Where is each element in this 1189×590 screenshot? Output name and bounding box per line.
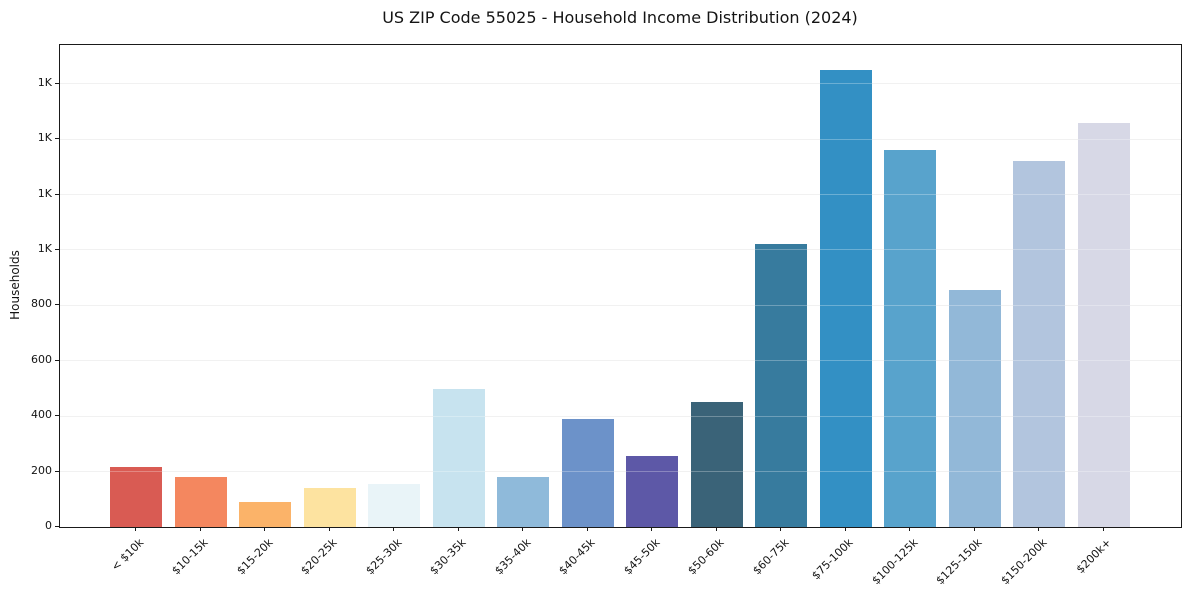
x-tick-mark: [457, 527, 459, 531]
gridline: [60, 138, 1181, 140]
y-tick-label: 1K: [37, 75, 52, 89]
gridline-overlay: [60, 415, 1181, 417]
x-tick-mark: [135, 527, 136, 531]
x-tick-label: $75-100k: [809, 536, 856, 583]
x-tick-label: $150-200k: [998, 536, 1050, 588]
x-tick-label: $100-125k: [869, 536, 921, 588]
x-tick-label: $20-25k: [298, 536, 340, 578]
bar: [561, 418, 614, 527]
bar: [110, 467, 162, 527]
y-tick-mark: [55, 82, 59, 84]
y-tick-mark: [55, 359, 59, 361]
gridline: [60, 249, 1181, 251]
y-tick-label: 1K: [37, 241, 52, 255]
x-tick-mark: [1102, 527, 1104, 531]
bar: [884, 150, 936, 527]
plot-area: [59, 44, 1182, 528]
x-tick-label: $50-60k: [685, 536, 727, 578]
bar: [948, 290, 1001, 527]
x-tick-label: $60-75k: [749, 536, 792, 578]
bar: [819, 69, 872, 527]
x-tick-mark: [328, 527, 330, 531]
gridline-overlay: [60, 249, 1181, 251]
bar: [368, 484, 420, 527]
y-tick-label: 600: [31, 352, 52, 366]
x-tick-mark: [393, 527, 394, 531]
x-tick-mark: [780, 527, 781, 531]
bar: [1077, 122, 1130, 527]
bar: [432, 388, 485, 527]
x-tick-mark: [199, 527, 201, 531]
gridline: [60, 194, 1181, 196]
gridline-overlay: [60, 360, 1181, 362]
y-tick-label: 1K: [37, 186, 52, 200]
x-tick-label: $15-20k: [233, 536, 276, 578]
x-tick-mark: [844, 527, 846, 531]
x-tick-mark: [522, 527, 523, 531]
x-tick-mark: [909, 527, 910, 531]
x-tick-label: $125-150k: [933, 536, 985, 588]
x-tick-mark: [1038, 527, 1039, 531]
x-tick-mark: [973, 527, 975, 531]
y-tick-mark: [55, 248, 59, 250]
y-tick-label: 1K: [37, 131, 52, 145]
x-tick-label: $10-15k: [169, 536, 211, 578]
gridline-overlay: [60, 471, 1181, 473]
x-tick-label: $200k+: [1073, 536, 1114, 577]
y-tick-mark: [55, 526, 59, 527]
bar: [1013, 161, 1065, 527]
y-tick-label: 400: [31, 408, 52, 422]
gridline-overlay: [60, 138, 1181, 140]
x-tick-mark: [586, 527, 588, 531]
bar: [497, 477, 549, 527]
y-tick-label: 200: [31, 463, 52, 477]
x-tick-label: $25-30k: [362, 536, 405, 578]
gridline-overlay: [60, 83, 1181, 85]
gridline-overlay: [60, 304, 1181, 306]
x-tick-label: $40-45k: [556, 536, 598, 578]
x-tick-mark: [651, 527, 652, 531]
gridline: [60, 471, 1181, 473]
y-tick-mark: [55, 193, 59, 195]
y-tick-mark: [55, 415, 59, 417]
chart-title: US ZIP Code 55025 - Household Income Dis…: [382, 8, 858, 27]
bar: [755, 244, 807, 527]
bar: [174, 477, 227, 527]
gridline: [60, 304, 1181, 306]
gridline: [60, 83, 1181, 85]
bar: [239, 502, 291, 527]
gridline: [60, 415, 1181, 417]
x-tick-mark: [715, 527, 717, 531]
bar: [303, 488, 356, 527]
x-tick-label: $45-50k: [620, 536, 663, 578]
y-tick-mark: [55, 138, 59, 140]
y-tick-mark: [55, 304, 59, 306]
gridline-overlay: [60, 194, 1181, 196]
x-tick-label: < $10k: [108, 536, 147, 574]
y-tick-mark: [55, 470, 59, 472]
x-tick-mark: [264, 527, 265, 531]
bar: [690, 402, 743, 527]
gridline: [60, 360, 1181, 362]
x-tick-label: $35-40k: [491, 536, 534, 578]
x-tick-label: $30-35k: [427, 536, 469, 578]
y-tick-label: 800: [31, 297, 52, 311]
y-tick-label: 0: [45, 519, 52, 532]
bar: [626, 456, 678, 527]
